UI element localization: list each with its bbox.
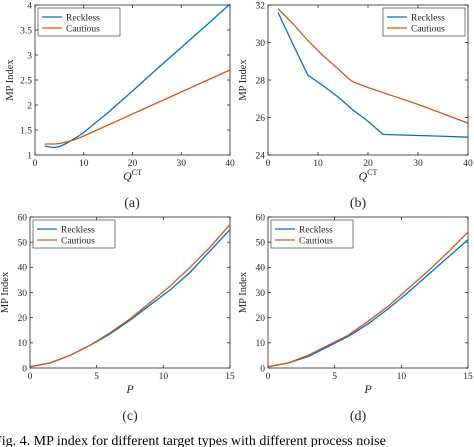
y-tick-label: 4 [27, 1, 32, 11]
y-tick-label: 30 [256, 289, 266, 299]
y-tick-label: 20 [256, 314, 266, 324]
legend-box [270, 219, 354, 249]
legend-label-cautious: Cautious [66, 24, 100, 34]
x-tick-label: 30 [413, 159, 423, 169]
panel-label: (c) [122, 409, 138, 424]
legend-box [382, 7, 466, 37]
y-tick-label: 60 [256, 213, 266, 223]
y-tick-label: 1.5 [20, 126, 32, 136]
y-tick-label: 3 [27, 51, 32, 61]
chart-panel-a: 0 10 20 30 40 1 1.5 2 2.5 3 3.5 4 MP Index QCT Reckles… [5, 1, 235, 211]
figure-caption: Fig. 4. MP index for different target ty… [0, 434, 386, 447]
y-tick-label: 28 [256, 76, 266, 86]
x-axis-label-superscript: CT [132, 168, 142, 177]
y-tick-label: 10 [18, 339, 28, 349]
y-tick-label: 10 [256, 339, 266, 349]
series-line-cautious [44, 69, 231, 145]
x-tick-label: 30 [177, 159, 187, 169]
y-tick-label: 32 [256, 1, 266, 11]
x-tick-label: 20 [363, 159, 373, 169]
x-tick-label: 15 [225, 372, 235, 382]
x-tick-label: 0 [33, 159, 38, 169]
series-line-reckless [29, 229, 231, 368]
y-tick-label: 1 [27, 151, 32, 161]
legend-label-cautious: Cautious [299, 236, 333, 246]
x-axis-label: QCT [123, 168, 142, 183]
x-tick-label: 20 [128, 159, 138, 169]
y-tick-label: 2.5 [20, 76, 32, 86]
chart-panel-d: 0 5 10 15 0 10 20 30 40 50 60 MP Index P RecklessCaut… [238, 213, 473, 424]
x-tick-label: 15 [463, 372, 473, 382]
series-line-cautious [267, 231, 469, 368]
x-tick-label: 5 [94, 372, 99, 382]
x-axis-label: QCT [359, 168, 378, 183]
x-tick-label: 40 [225, 159, 235, 169]
y-tick-label: 2 [27, 101, 32, 111]
legend-label-reckless: Reckless [66, 13, 100, 23]
y-tick-label: 0 [260, 364, 265, 374]
series-line-reckless [44, 3, 231, 149]
y-tick-label: 50 [18, 238, 28, 248]
legend-label-reckless: Reckless [61, 225, 95, 235]
y-tick-label: 40 [18, 264, 28, 274]
y-tick-label: 40 [256, 264, 266, 274]
legend-label-reckless: Reckless [411, 13, 445, 23]
series-line-reckless [277, 12, 469, 138]
y-axis-label: MP Index [5, 59, 16, 101]
panel-label: (d) [350, 409, 367, 424]
y-tick-label: 50 [256, 238, 266, 248]
y-tick-label: 24 [256, 151, 266, 161]
panel-label: (b) [350, 196, 367, 211]
y-tick-label: 26 [256, 114, 266, 124]
legend-label-reckless: Reckless [299, 225, 333, 235]
y-axis-label: MP Index [238, 271, 249, 313]
y-tick-label: 30 [256, 39, 266, 49]
y-tick-label: 3.5 [20, 26, 32, 36]
x-tick-label: 10 [159, 372, 169, 382]
y-axis-label: MP Index [238, 59, 249, 101]
x-axis-label: P [125, 382, 134, 396]
legend-box [37, 7, 121, 37]
y-tick-label: 60 [18, 213, 28, 223]
series-line-cautious [277, 8, 469, 124]
x-tick-label: 0 [266, 372, 271, 382]
legend-box [32, 219, 116, 249]
chart-panel-b: 0 10 20 30 40 24 26 28 30 32 MP Index QCT RecklessCa… [238, 1, 473, 211]
x-tick-label: 40 [463, 159, 473, 169]
series-line-reckless [267, 239, 469, 368]
x-tick-label: 0 [266, 159, 271, 169]
x-tick-label: 10 [397, 372, 407, 382]
x-tick-label: 0 [28, 372, 33, 382]
series-line-cautious [29, 224, 231, 368]
x-axis-label-superscript: CT [367, 168, 377, 177]
legend-label-cautious: Cautious [411, 24, 445, 34]
y-tick-label: 30 [18, 289, 28, 299]
y-tick-label: 20 [18, 314, 28, 324]
y-tick-label: 0 [22, 364, 27, 374]
chart-panel-c: 0 5 10 15 0 10 20 30 40 50 60 MP Index P RecklessCaut… [0, 213, 235, 424]
legend-label-cautious: Cautious [61, 236, 95, 246]
x-tick-label: 10 [313, 159, 323, 169]
panel-label: (a) [124, 196, 140, 211]
y-axis-label: MP Index [0, 271, 11, 313]
x-tick-label: 5 [332, 372, 337, 382]
x-tick-label: 10 [79, 159, 89, 169]
x-axis-label: P [363, 382, 372, 396]
